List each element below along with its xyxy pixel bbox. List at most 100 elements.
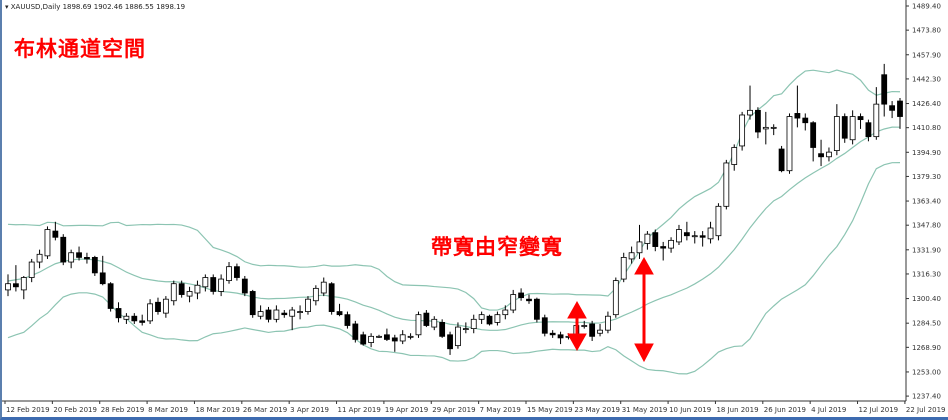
price-tick-label: 1253.00 xyxy=(912,368,941,376)
time-tick-label: 19 Apr 2019 xyxy=(385,406,428,414)
candle xyxy=(344,311,351,329)
candle xyxy=(265,306,272,323)
candle xyxy=(336,303,343,317)
candle xyxy=(439,319,446,338)
candle xyxy=(683,221,690,241)
candle xyxy=(376,334,382,338)
candle xyxy=(865,119,872,142)
price-tick-label: 1394.90 xyxy=(912,149,941,157)
candle xyxy=(131,313,138,324)
time-tick-label: 11 Apr 2019 xyxy=(338,406,381,414)
candle xyxy=(605,311,611,334)
candle xyxy=(597,323,603,337)
time-tick-label: 3 Apr 2019 xyxy=(290,406,329,414)
price-tick-label: 1237.40 xyxy=(912,393,941,401)
candle xyxy=(652,229,659,252)
candle xyxy=(241,275,248,297)
time-tick-label: 8 Mar 2019 xyxy=(148,406,188,414)
candle xyxy=(794,85,801,128)
candle xyxy=(723,159,730,210)
candle xyxy=(391,334,398,352)
price-tick-label: 1473.80 xyxy=(912,27,941,35)
candle xyxy=(541,314,548,337)
candle xyxy=(699,231,706,247)
candle xyxy=(518,288,524,301)
candle xyxy=(36,249,43,269)
candle xyxy=(107,282,114,312)
upper-band xyxy=(7,69,901,311)
candle xyxy=(139,314,146,326)
price-tick-label: 1331.90 xyxy=(912,246,941,254)
candle xyxy=(5,274,11,297)
candle xyxy=(226,262,232,284)
price-tick-label: 1347.80 xyxy=(912,222,941,230)
candle xyxy=(897,97,903,129)
middle-band xyxy=(7,126,901,331)
price-tick-label: 1363.40 xyxy=(912,198,941,206)
candle xyxy=(628,246,635,264)
candle xyxy=(249,289,256,318)
candle xyxy=(668,237,674,253)
time-tick-label: 23 May 2019 xyxy=(574,406,620,414)
candle xyxy=(115,302,122,323)
candle xyxy=(305,296,311,315)
candle xyxy=(68,249,75,269)
candle xyxy=(91,255,98,276)
candle xyxy=(747,85,753,120)
price-tick-label: 1379.30 xyxy=(912,173,941,181)
price-tick-label: 1489.40 xyxy=(912,3,941,11)
candle xyxy=(234,263,240,281)
price-tick-label: 1442.30 xyxy=(912,75,941,83)
candle xyxy=(739,111,746,151)
large-double-arrow xyxy=(634,256,654,363)
candle xyxy=(889,101,896,119)
lower-band xyxy=(7,162,901,375)
candle xyxy=(399,330,406,345)
time-tick-label: 26 Jun 2019 xyxy=(764,406,806,414)
candle xyxy=(273,305,280,323)
annotation-note: 帶寬由窄變寬 xyxy=(431,235,563,259)
candle xyxy=(636,224,643,259)
candle xyxy=(810,121,817,162)
candle xyxy=(99,255,106,286)
candle xyxy=(431,316,438,331)
price-tick-label: 1426.40 xyxy=(912,100,941,108)
small-double-arrow xyxy=(567,300,587,352)
candle xyxy=(155,297,161,315)
candle xyxy=(84,252,90,264)
candle xyxy=(28,258,35,283)
candle xyxy=(186,286,193,303)
candle xyxy=(470,314,477,334)
price-tick-label: 1268.90 xyxy=(912,344,941,352)
symbol-header: ▾ XAUUSD,Daily 1898.69 1902.46 1886.55 1… xyxy=(5,3,186,11)
candles xyxy=(5,63,903,355)
time-tick-label: 29 Apr 2019 xyxy=(432,406,475,414)
price-tick-label: 1457.90 xyxy=(912,51,941,59)
candle xyxy=(178,280,185,298)
candle xyxy=(676,224,682,246)
time-tick-label: 10 Jun 2019 xyxy=(669,406,711,414)
candle xyxy=(289,306,296,331)
candle xyxy=(415,311,422,338)
time-tick-label: 26 Mar 2019 xyxy=(243,406,287,414)
time-tick-label: 18 Jun 2019 xyxy=(716,406,758,414)
candle xyxy=(873,87,880,140)
time-tick-label: 31 May 2019 xyxy=(622,406,668,414)
candle xyxy=(557,331,564,345)
candle xyxy=(162,296,169,318)
candle xyxy=(715,203,722,241)
candle xyxy=(407,333,414,340)
candle xyxy=(20,275,27,300)
candle xyxy=(612,277,619,318)
candle xyxy=(494,311,501,326)
candle xyxy=(786,113,793,174)
candle xyxy=(328,282,335,315)
price-tick-label: 1300.40 xyxy=(912,295,941,303)
candle xyxy=(147,299,153,324)
candle xyxy=(533,297,540,323)
candle xyxy=(423,310,430,328)
candle xyxy=(297,305,303,320)
candle xyxy=(818,139,824,167)
candle xyxy=(60,234,67,266)
